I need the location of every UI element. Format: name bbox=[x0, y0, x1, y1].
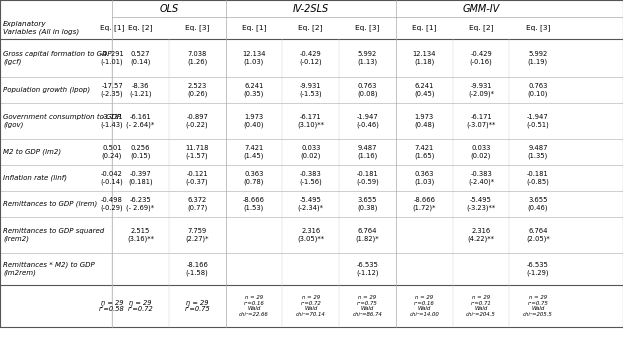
Text: -0.042
(-0.14): -0.042 (-0.14) bbox=[101, 171, 123, 185]
Text: -4. 291
(-1.01): -4. 291 (-1.01) bbox=[100, 51, 124, 65]
Text: 12.134
(1.03): 12.134 (1.03) bbox=[242, 51, 265, 65]
Text: -5.495
(-3.23)**: -5.495 (-3.23)** bbox=[467, 197, 496, 211]
Text: 2.515
(3.16)**: 2.515 (3.16)** bbox=[127, 228, 154, 242]
Text: 1.973
(0.40): 1.973 (0.40) bbox=[244, 114, 264, 128]
Text: Explanatory
Variables (All in logs): Explanatory Variables (All in logs) bbox=[3, 21, 79, 35]
Text: -8.666
(1.72)*: -8.666 (1.72)* bbox=[412, 197, 436, 211]
Text: 9.487
(1.35): 9.487 (1.35) bbox=[528, 145, 548, 159]
Text: n = 29
r²=0.72
Wald
chi²=70.14: n = 29 r²=0.72 Wald chi²=70.14 bbox=[296, 295, 326, 317]
Text: 0.363
(1.03): 0.363 (1.03) bbox=[414, 171, 434, 185]
Text: -0.121
(-0.37): -0.121 (-0.37) bbox=[186, 171, 209, 185]
Text: -0.181
(-0.85): -0.181 (-0.85) bbox=[526, 171, 549, 185]
Text: -8.666
(1.53): -8.666 (1.53) bbox=[243, 197, 265, 211]
Text: Inflation rate (linf): Inflation rate (linf) bbox=[3, 175, 67, 181]
Text: -17.57
(-2.35): -17.57 (-2.35) bbox=[101, 83, 123, 97]
Text: 7.421
(1.65): 7.421 (1.65) bbox=[414, 145, 434, 159]
Text: 0.527
(0.14): 0.527 (0.14) bbox=[130, 51, 151, 65]
Text: 3.655
(0.38): 3.655 (0.38) bbox=[358, 197, 378, 211]
Text: Eq. [3]: Eq. [3] bbox=[526, 25, 550, 31]
Text: -9.931
(-1.53): -9.931 (-1.53) bbox=[300, 83, 322, 97]
Text: -6.161
(- 2.64)*: -6.161 (- 2.64)* bbox=[126, 114, 155, 128]
Text: Remittances to GDP squared
(lrem2): Remittances to GDP squared (lrem2) bbox=[3, 228, 104, 242]
Text: 7.759
(2.27)*: 7.759 (2.27)* bbox=[186, 228, 209, 242]
Text: 0.033
(0.02): 0.033 (0.02) bbox=[300, 145, 321, 159]
Text: 0.501
(0.24): 0.501 (0.24) bbox=[102, 145, 122, 159]
Text: -0.181
(-0.59): -0.181 (-0.59) bbox=[356, 171, 379, 185]
Text: n = 29
r²=0.16
Wald
chi²=14.00: n = 29 r²=0.16 Wald chi²=14.00 bbox=[409, 295, 439, 317]
Text: n = 29
r²=0.72: n = 29 r²=0.72 bbox=[128, 300, 153, 312]
Text: -6.535
(-1.29): -6.535 (-1.29) bbox=[526, 262, 549, 276]
Text: Remittances to GDP (lrem): Remittances to GDP (lrem) bbox=[3, 201, 97, 207]
Text: -8.36
(-1.21): -8.36 (-1.21) bbox=[129, 83, 151, 97]
Text: -0.429
(-0.12): -0.429 (-0.12) bbox=[300, 51, 322, 65]
Text: n = 29
r²=0.75
Wald
chi²=205.5: n = 29 r²=0.75 Wald chi²=205.5 bbox=[523, 295, 553, 317]
Text: 0.763
(0.08): 0.763 (0.08) bbox=[357, 83, 378, 97]
Text: 6.241
(0.45): 6.241 (0.45) bbox=[414, 83, 434, 97]
Text: 6.764
(1.82)*: 6.764 (1.82)* bbox=[356, 228, 379, 242]
Text: M2 to GDP (lm2): M2 to GDP (lm2) bbox=[3, 149, 61, 155]
Text: -8.166
(-1.58): -8.166 (-1.58) bbox=[186, 262, 209, 276]
Text: Eq. [1]: Eq. [1] bbox=[412, 25, 437, 31]
Text: 7.038
(1.26): 7.038 (1.26) bbox=[187, 51, 207, 65]
Text: 5.992
(1.19): 5.992 (1.19) bbox=[528, 51, 548, 65]
Text: n = 29
r²=0.58: n = 29 r²=0.58 bbox=[99, 300, 125, 312]
Text: n = 29
r²=0.75
Wald
chi²=86.74: n = 29 r²=0.75 Wald chi²=86.74 bbox=[353, 295, 383, 317]
Text: 1.973
(0.48): 1.973 (0.48) bbox=[414, 114, 434, 128]
Text: -6.171
(3.10)**: -6.171 (3.10)** bbox=[297, 114, 324, 128]
Text: -6.235
(- 2.69)*: -6.235 (- 2.69)* bbox=[126, 197, 155, 211]
Text: Gross capital formation to GDP
(lgcf): Gross capital formation to GDP (lgcf) bbox=[3, 51, 112, 65]
Text: Eq. [3]: Eq. [3] bbox=[185, 25, 209, 31]
Text: -5.495
(-2.34)*: -5.495 (-2.34)* bbox=[298, 197, 324, 211]
Text: -6.535
(-1.12): -6.535 (-1.12) bbox=[356, 262, 379, 276]
Text: n = 29
r²=0.71
Wald
chi²=204.5: n = 29 r²=0.71 Wald chi²=204.5 bbox=[466, 295, 496, 317]
Text: 2.316
(3.05)**: 2.316 (3.05)** bbox=[297, 228, 325, 242]
Text: -0.897
(-0.22): -0.897 (-0.22) bbox=[186, 114, 209, 128]
Text: -1.947
(-0.46): -1.947 (-0.46) bbox=[356, 114, 379, 128]
Text: -0.498
(-0.29): -0.498 (-0.29) bbox=[101, 197, 123, 211]
Text: Eq. [3]: Eq. [3] bbox=[355, 25, 380, 31]
Text: Eq. [1]: Eq. [1] bbox=[242, 25, 266, 31]
Text: -0.383
(-1.56): -0.383 (-1.56) bbox=[299, 171, 322, 185]
Text: Eq. [1]: Eq. [1] bbox=[100, 25, 125, 31]
Text: 0.363
(0.78): 0.363 (0.78) bbox=[244, 171, 264, 185]
Text: -3.731
(-1.43): -3.731 (-1.43) bbox=[101, 114, 123, 128]
Text: -0.397
(0.181): -0.397 (0.181) bbox=[128, 171, 153, 185]
Text: -1.947
(-0.51): -1.947 (-0.51) bbox=[526, 114, 549, 128]
Text: n = 29
r²=0.16
Wald
chi²=22.66: n = 29 r²=0.16 Wald chi²=22.66 bbox=[239, 295, 269, 317]
Text: Eq. [2]: Eq. [2] bbox=[468, 25, 493, 31]
Text: -9.931
(-2.09)*: -9.931 (-2.09)* bbox=[468, 83, 494, 97]
Text: 5.992
(1.13): 5.992 (1.13) bbox=[358, 51, 378, 65]
Text: Population growth (lpop): Population growth (lpop) bbox=[3, 87, 90, 93]
Text: 0.256
(0.15): 0.256 (0.15) bbox=[130, 145, 151, 159]
Text: 2.523
(0.26): 2.523 (0.26) bbox=[187, 83, 207, 97]
Text: 7.421
(1.45): 7.421 (1.45) bbox=[244, 145, 264, 159]
Text: GMM-IV: GMM-IV bbox=[462, 4, 500, 14]
Text: Remittances * M2) to GDP
(lm2rem): Remittances * M2) to GDP (lm2rem) bbox=[3, 262, 95, 276]
Text: 3.655
(0.46): 3.655 (0.46) bbox=[528, 197, 548, 211]
Text: -0.383
(-2.40)*: -0.383 (-2.40)* bbox=[468, 171, 494, 185]
Text: n = 29
r²=0.75: n = 29 r²=0.75 bbox=[184, 300, 210, 312]
Text: 6.764
(2.05)*: 6.764 (2.05)* bbox=[526, 228, 549, 242]
Text: 12.134
(1.18): 12.134 (1.18) bbox=[412, 51, 436, 65]
Text: 2.316
(4.22)**: 2.316 (4.22)** bbox=[467, 228, 495, 242]
Text: IV-2SLS: IV-2SLS bbox=[293, 4, 329, 14]
Text: 0.763
(0.10): 0.763 (0.10) bbox=[528, 83, 548, 97]
Text: 0.033
(0.02): 0.033 (0.02) bbox=[471, 145, 492, 159]
Text: 6.372
(0.77): 6.372 (0.77) bbox=[187, 197, 207, 211]
Text: Eq. [2]: Eq. [2] bbox=[298, 25, 323, 31]
Text: 11.718
(-1.57): 11.718 (-1.57) bbox=[186, 145, 209, 159]
Text: -0.429
(-0.16): -0.429 (-0.16) bbox=[470, 51, 492, 65]
Text: -6.171
(-3.07)**: -6.171 (-3.07)** bbox=[467, 114, 496, 128]
Text: 9.487
(1.16): 9.487 (1.16) bbox=[358, 145, 378, 159]
Text: Eq. [2]: Eq. [2] bbox=[128, 25, 153, 31]
Text: Government consumption to GDP
(lgov): Government consumption to GDP (lgov) bbox=[3, 114, 121, 128]
Text: OLS: OLS bbox=[159, 4, 178, 14]
Text: 6.241
(0.35): 6.241 (0.35) bbox=[244, 83, 264, 97]
